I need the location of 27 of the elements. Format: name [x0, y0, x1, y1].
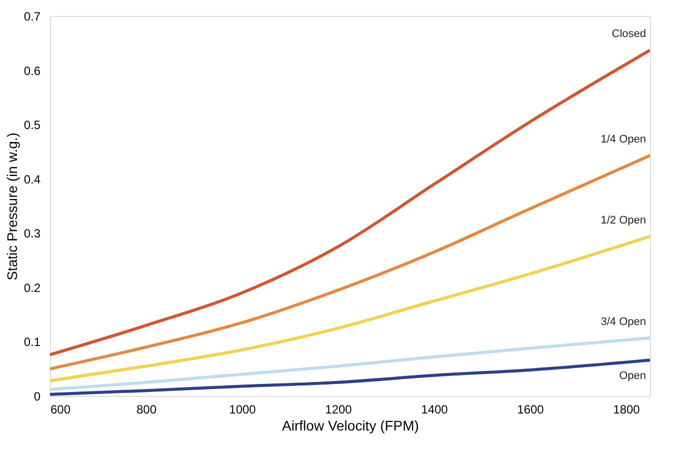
x-axis-title: Airflow Velocity (FPM)	[282, 418, 419, 434]
line-series	[50, 358, 650, 396]
line-series	[50, 48, 650, 356]
x-tick-label: 1200	[325, 402, 352, 416]
y-tick-label: 0	[34, 390, 41, 404]
series-label: Open	[619, 370, 646, 382]
y-tick-label: 0.6	[24, 64, 41, 78]
line-series	[50, 336, 650, 391]
y-tick-label: 0.3	[24, 226, 41, 241]
y-tick-label: 0.1	[24, 335, 41, 350]
line-series	[50, 234, 650, 382]
y-tick-label: 0.2	[24, 280, 41, 295]
x-tick-label: 1800	[613, 402, 640, 416]
x-tick-label: 1400	[421, 402, 448, 416]
series-label: Closed	[612, 28, 646, 40]
x-tick-label: 1000	[229, 402, 256, 416]
line-series	[50, 154, 650, 370]
y-axis-title: Static Pressure (in w.g.)	[4, 132, 20, 280]
series-label: 1/2 Open	[600, 214, 646, 226]
y-tick-label: 0.4	[24, 172, 41, 186]
x-tick-label: 600	[50, 402, 71, 416]
y-tick-label: 0.7	[24, 10, 41, 24]
x-tick-label: 800	[136, 402, 157, 416]
series-label: 3/4 Open	[600, 316, 646, 328]
series-label: 1/4 Open	[600, 134, 646, 146]
y-tick-label: 0.5	[24, 118, 41, 132]
x-tick-label: 1600	[517, 402, 544, 416]
